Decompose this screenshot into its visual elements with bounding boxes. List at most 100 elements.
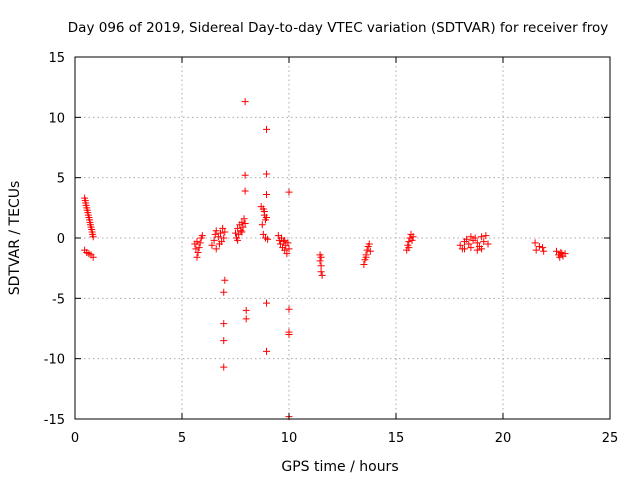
data-point [212, 227, 220, 235]
data-point [193, 253, 201, 261]
data-point [473, 239, 481, 247]
data-point [218, 238, 226, 246]
data-point [241, 98, 249, 106]
data-point [558, 250, 566, 258]
data-point [539, 244, 547, 252]
data-point [193, 238, 201, 246]
data-point [242, 306, 250, 314]
data-points [81, 98, 569, 421]
data-point [317, 262, 325, 270]
data-point [556, 253, 564, 261]
data-point [281, 236, 289, 244]
data-point [318, 271, 326, 279]
data-point [316, 257, 324, 265]
data-point [482, 232, 490, 240]
data-point [196, 239, 204, 247]
data-point [220, 363, 228, 371]
data-point [241, 187, 249, 195]
data-point [363, 246, 371, 254]
y-tick-label: 15 [48, 51, 65, 66]
y-tick-label: 0 [57, 232, 65, 247]
data-point [360, 261, 368, 269]
data-point [285, 305, 293, 313]
data-point [532, 246, 540, 254]
data-point [460, 245, 468, 253]
y-axis-label: SDTVAR / TECUs [7, 181, 23, 296]
data-point [232, 229, 239, 237]
data-point [283, 250, 291, 258]
y-tick-label: -10 [44, 353, 65, 368]
data-point [221, 276, 229, 284]
data-point [366, 247, 374, 255]
data-point [242, 315, 250, 323]
data-point [484, 240, 492, 248]
data-point [240, 215, 248, 223]
data-point [467, 244, 475, 252]
data-point [471, 234, 479, 242]
data-point [220, 320, 228, 328]
data-point [285, 245, 293, 253]
axis-ticks [74, 56, 611, 420]
data-point [89, 233, 97, 241]
data-point [264, 235, 272, 243]
data-point [456, 241, 464, 249]
data-point [409, 233, 417, 241]
y-tick-label: 5 [57, 172, 65, 187]
data-point [234, 236, 242, 244]
data-point [478, 245, 486, 253]
data-point [239, 223, 247, 231]
grid [75, 57, 610, 419]
data-point [263, 213, 271, 221]
data-point [362, 253, 370, 261]
x-tick-label: 0 [71, 431, 79, 446]
data-point [192, 245, 200, 253]
data-point [217, 229, 225, 237]
data-point [195, 244, 203, 252]
data-point [221, 228, 229, 236]
data-point [405, 238, 413, 246]
chart-title: Day 096 of 2019, Sidereal Day-to-day VTE… [68, 20, 608, 36]
data-point [220, 234, 228, 242]
x-tick-label: 20 [495, 431, 512, 446]
data-point [535, 242, 543, 250]
x-tick-label: 15 [388, 431, 405, 446]
data-point [220, 288, 228, 296]
data-point [317, 268, 325, 276]
data-point [557, 248, 565, 256]
y-tick-label: -15 [44, 413, 65, 428]
data-point [210, 236, 218, 244]
data-point [208, 241, 216, 249]
x-tick-label: 5 [178, 431, 186, 446]
data-point [408, 236, 416, 244]
data-point [531, 239, 539, 247]
data-point [263, 125, 271, 133]
x-tick-labels: 0 5 10 15 20 25 [71, 431, 618, 446]
data-point [540, 247, 548, 255]
data-point [198, 232, 206, 240]
data-point [89, 253, 97, 261]
data-point [238, 218, 246, 226]
data-point [463, 235, 471, 243]
data-point [553, 247, 560, 255]
data-point [405, 244, 413, 252]
y-tick-labels: -15 -10 -5 0 5 10 15 [44, 51, 65, 428]
x-tick-label: 10 [281, 431, 298, 446]
data-point [237, 227, 245, 235]
data-point [259, 230, 267, 238]
data-point [263, 170, 271, 178]
y-tick-label: -5 [52, 292, 65, 307]
x-tick-label: 25 [602, 431, 619, 446]
data-point [467, 233, 475, 241]
data-point [317, 253, 325, 261]
data-point [480, 238, 488, 246]
data-point [263, 299, 271, 307]
data-point [219, 224, 227, 232]
data-point [285, 331, 293, 339]
data-point [465, 240, 473, 248]
data-point [263, 191, 271, 199]
data-point [212, 245, 220, 253]
data-point [214, 233, 222, 241]
data-point [260, 207, 268, 215]
data-point [238, 228, 246, 236]
data-point [241, 220, 249, 228]
